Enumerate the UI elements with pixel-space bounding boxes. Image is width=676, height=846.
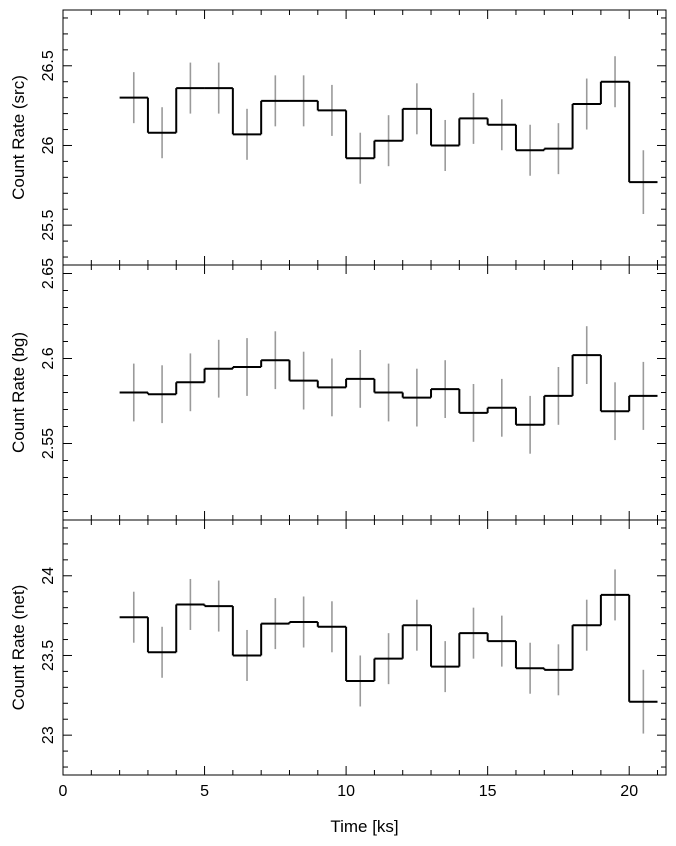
y-tick-label: 24 bbox=[40, 567, 57, 585]
y-tick-label: 2.55 bbox=[40, 428, 57, 459]
x-tick-label: 15 bbox=[479, 783, 497, 800]
x-tick-label: 10 bbox=[337, 783, 355, 800]
y-axis-title: Count Rate (src) bbox=[9, 75, 28, 200]
y-tick-label: 2.65 bbox=[40, 258, 57, 289]
x-tick-label: 0 bbox=[59, 783, 68, 800]
y-tick-label: 25.5 bbox=[40, 209, 57, 240]
y-tick-label: 26 bbox=[40, 136, 57, 154]
panel-frame bbox=[62, 9, 667, 266]
bg-panel: 2.55 2.6 2.65 Count Rate (bg) bbox=[9, 258, 667, 521]
y-tick-label: 26.5 bbox=[40, 50, 57, 81]
y-axis-title: Count Rate (bg) bbox=[9, 332, 28, 453]
panel-frame bbox=[62, 264, 667, 521]
src-panel: 25.5 26 26.5 Count Rate (src) bbox=[9, 9, 667, 266]
y-tick-label: 23.5 bbox=[40, 640, 57, 671]
y-tick-label: 2.6 bbox=[40, 347, 57, 369]
net-panel: 23 23.5 24 Count Rate (net) 0 5 10 15 20 bbox=[9, 519, 667, 800]
x-tick-label: 20 bbox=[620, 783, 638, 800]
x-tick-label: 5 bbox=[200, 783, 209, 800]
panel-frame bbox=[62, 519, 667, 776]
x-axis-title: Time [ks] bbox=[330, 817, 398, 836]
y-axis-title: Count Rate (net) bbox=[9, 585, 28, 711]
y-tick-label: 23 bbox=[40, 726, 57, 744]
